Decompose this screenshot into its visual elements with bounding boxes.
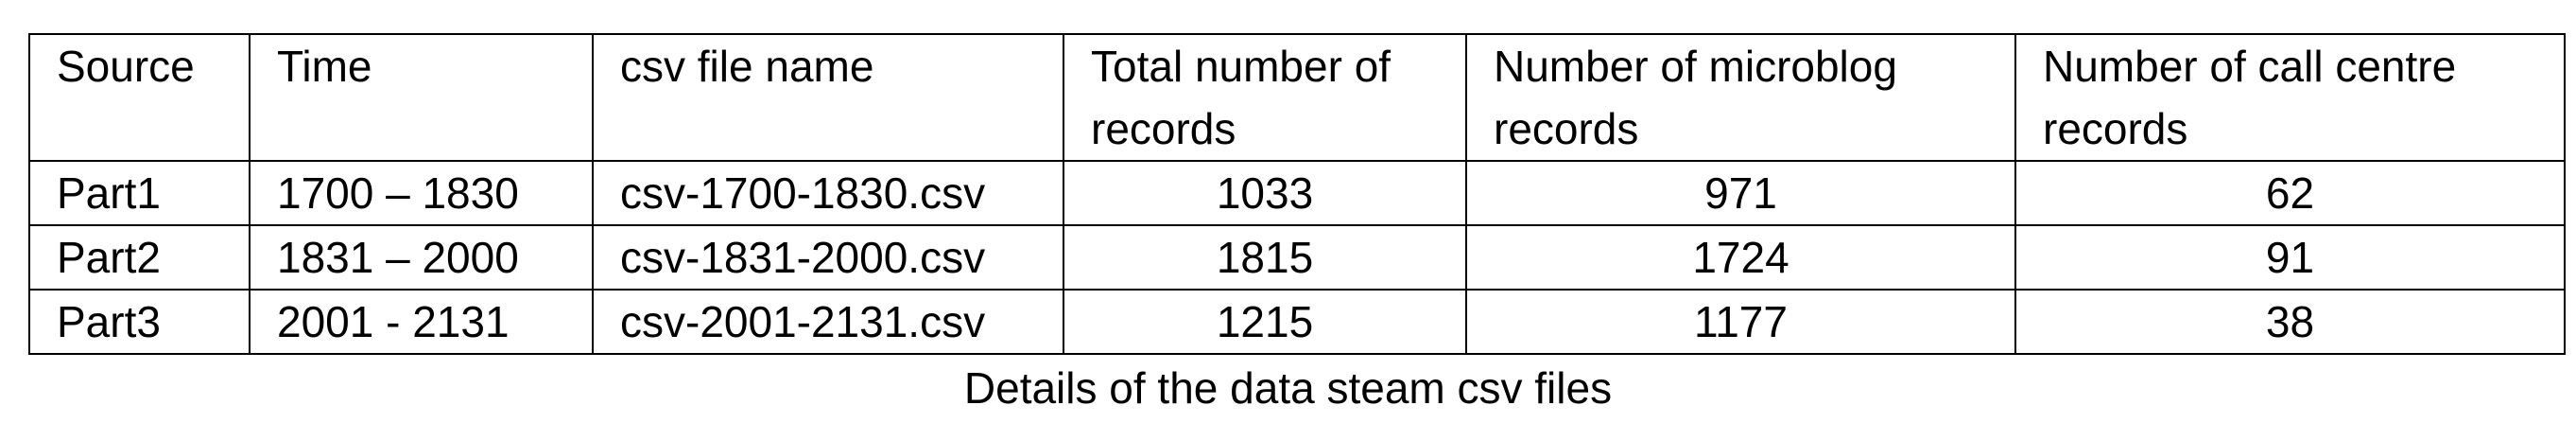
header-total-records: Total number of records	[1063, 33, 1467, 162]
cell-source: Part1	[28, 160, 251, 226]
header-source: Source	[28, 33, 251, 162]
table-header-row: Source Time csv file name Total number o…	[28, 33, 2566, 162]
cell-microblog-records: 1177	[1465, 289, 2016, 355]
cell-call-centre-records: 91	[2014, 224, 2566, 291]
cell-microblog-records: 971	[1465, 160, 2016, 226]
cell-source: Part2	[28, 224, 251, 291]
cell-time: 1700 – 1830	[249, 160, 594, 226]
table-row: Part2 1831 – 2000 csv-1831-2000.csv 1815…	[28, 224, 2566, 291]
cell-time: 1831 – 2000	[249, 224, 594, 291]
table-row: Part3 2001 - 2131 csv-2001-2131.csv 1215…	[28, 289, 2566, 355]
cell-call-centre-records: 38	[2014, 289, 2566, 355]
cell-csv-file-name: csv-1831-2000.csv	[592, 224, 1064, 291]
cell-source: Part3	[28, 289, 251, 355]
cell-microblog-records: 1724	[1465, 224, 2016, 291]
header-call-centre-records: Number of call centre records	[2014, 33, 2566, 162]
header-csv-file-name: csv file name	[592, 33, 1064, 162]
cell-csv-file-name: csv-2001-2131.csv	[592, 289, 1064, 355]
cell-total-records: 1033	[1063, 160, 1467, 226]
header-microblog-records: Number of microblog records	[1465, 33, 2016, 162]
cell-total-records: 1815	[1063, 224, 1467, 291]
cell-total-records: 1215	[1063, 289, 1467, 355]
cell-csv-file-name: csv-1700-1830.csv	[592, 160, 1064, 226]
table-row: Part1 1700 – 1830 csv-1700-1830.csv 1033…	[28, 160, 2566, 226]
cell-call-centre-records: 62	[2014, 160, 2566, 226]
table-caption: Details of the data steam csv files	[963, 363, 1613, 413]
cell-time: 2001 - 2131	[249, 289, 594, 355]
csv-files-table: Source Time csv file name Total number o…	[28, 33, 2566, 355]
header-time: Time	[249, 33, 594, 162]
